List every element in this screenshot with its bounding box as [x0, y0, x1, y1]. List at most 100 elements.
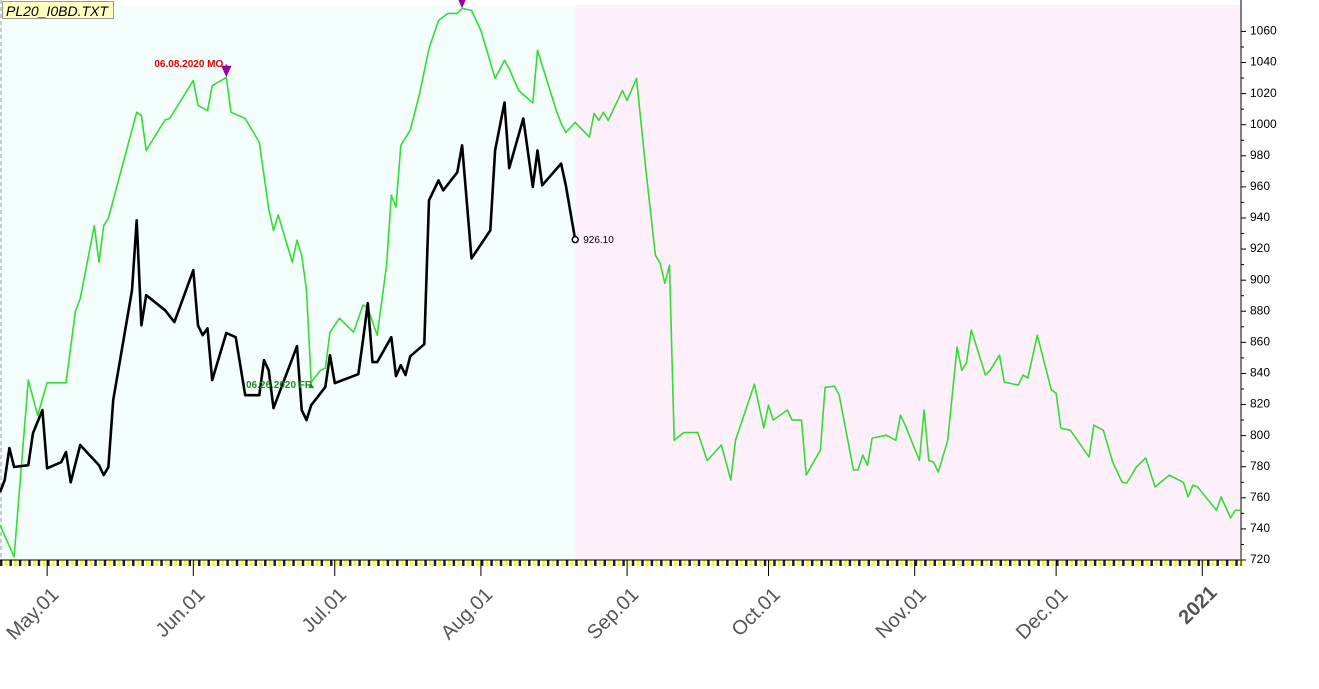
day-cell [452, 560, 456, 566]
day-cell [1103, 560, 1106, 566]
day-cell [169, 560, 173, 566]
day-cell [495, 560, 498, 566]
day-cell [697, 560, 701, 566]
day-cell [693, 560, 696, 566]
day-cell [485, 560, 489, 566]
day-cell [655, 560, 658, 566]
day-cell [315, 560, 319, 566]
day-cell [1089, 560, 1092, 566]
y-tick-label: 720 [1250, 552, 1270, 566]
day-cell [1178, 560, 1182, 566]
day-cell [14, 560, 17, 566]
day-cell [645, 560, 649, 566]
day-cell [1122, 560, 1125, 566]
day-cell [1098, 560, 1102, 566]
day-cell [264, 560, 267, 566]
day-cell [292, 560, 295, 566]
day-cell [1211, 560, 1215, 566]
day-cell [664, 560, 668, 566]
end-value-label: 926.10 [583, 235, 614, 246]
day-cell [480, 560, 484, 566]
day-cell [476, 560, 479, 566]
day-cell [1159, 560, 1163, 566]
day-cell [33, 560, 36, 566]
day-cell [75, 560, 78, 566]
day-cell [268, 560, 272, 566]
day-cell [886, 560, 889, 566]
day-cell [542, 560, 545, 566]
day-cell [471, 560, 474, 566]
day-cell [1093, 560, 1097, 566]
day-cell [89, 560, 93, 566]
y-tick-label: 940 [1250, 210, 1270, 224]
y-tick-label: 1040 [1250, 55, 1277, 69]
day-cell [744, 560, 748, 566]
day-cell [1051, 560, 1054, 566]
day-cell [1079, 560, 1083, 566]
day-cell [721, 560, 724, 566]
x-tick-label: Nov.01 [872, 584, 931, 643]
day-cell [994, 560, 998, 566]
y-tick-label: 820 [1250, 397, 1270, 411]
day-cell [796, 560, 800, 566]
day-cell [1070, 560, 1073, 566]
day-cell [834, 560, 838, 566]
day-cell [405, 560, 408, 566]
day-cell [942, 560, 946, 566]
day-cell [226, 560, 229, 566]
day-cell [165, 560, 168, 566]
day-cell [400, 560, 404, 566]
day-cell [876, 560, 880, 566]
day-cell [61, 560, 64, 566]
day-cell [801, 560, 805, 566]
day-cell [99, 560, 102, 566]
y-tick-label: 760 [1250, 490, 1270, 504]
day-cell [410, 560, 413, 566]
day-cell [4, 560, 8, 566]
day-cell [1013, 560, 1017, 566]
day-cell [683, 560, 687, 566]
y-tick-label: 800 [1250, 428, 1270, 442]
day-cell [999, 560, 1003, 566]
day-cell [330, 560, 333, 566]
day-cell [829, 560, 833, 566]
day-cell [231, 560, 234, 566]
day-cell [1150, 560, 1153, 566]
day-cell [810, 560, 814, 566]
day-cell [396, 560, 399, 566]
day-cell [891, 560, 894, 566]
day-cell [325, 560, 328, 566]
day-cell [980, 560, 984, 566]
day-cell [716, 560, 720, 566]
day-cell [320, 560, 324, 566]
day-cell [466, 560, 470, 566]
day-cell [777, 560, 781, 566]
day-cell [1084, 560, 1087, 566]
annotation-label: 06.08.2020 MO [154, 59, 223, 70]
day-cell [1004, 560, 1007, 566]
day-cell [570, 560, 573, 566]
day-cell [391, 560, 394, 566]
day-cell [198, 560, 201, 566]
day-cell [1046, 560, 1050, 566]
day-cell [759, 560, 762, 566]
day-cell [608, 560, 611, 566]
day-cell [56, 560, 60, 566]
day-cell [358, 560, 361, 566]
day-cell [367, 560, 371, 566]
annotation-arrow [458, 0, 466, 9]
y-tick-label: 840 [1250, 366, 1270, 380]
day-cell [183, 560, 187, 566]
day-cell [348, 560, 352, 566]
day-cell [1126, 560, 1130, 566]
day-cell [1192, 560, 1196, 566]
y-tick-label: 1020 [1250, 86, 1277, 100]
day-cell [216, 560, 220, 566]
day-cell [1230, 560, 1234, 566]
day-cell [848, 560, 852, 566]
x-tick-label: Jun.01 [152, 584, 210, 642]
day-cell [594, 560, 597, 566]
day-cell [1216, 560, 1219, 566]
day-cell [1173, 560, 1177, 566]
day-cell [1206, 560, 1210, 566]
